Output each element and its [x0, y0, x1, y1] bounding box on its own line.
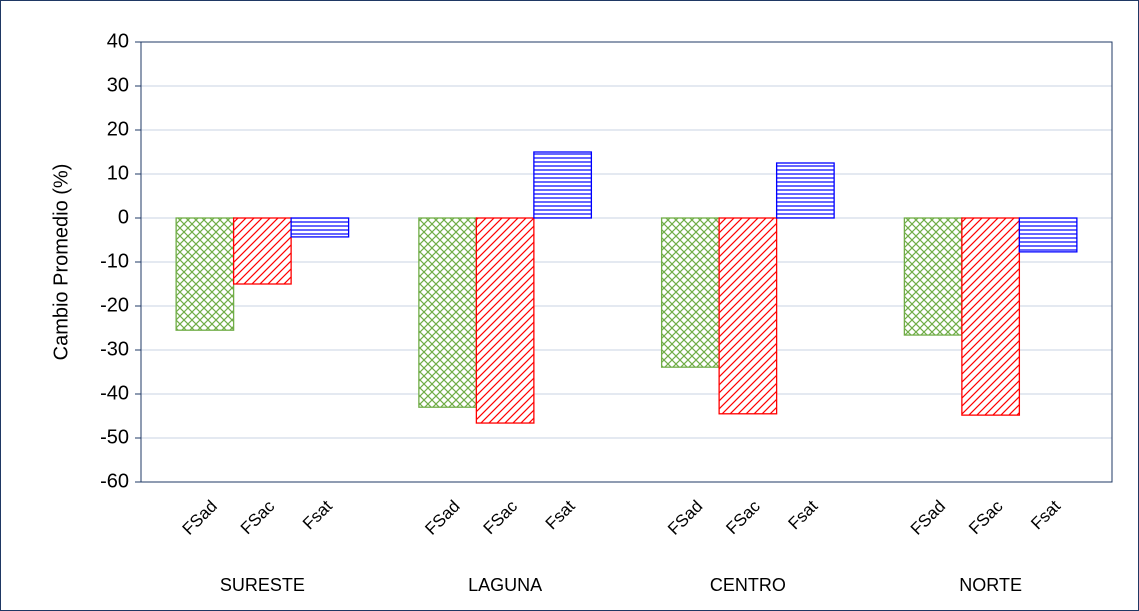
group-label: CENTRO: [710, 575, 786, 595]
y-axis-label: Cambio Promedio (%): [50, 164, 72, 361]
y-tick-label: 10: [107, 162, 129, 184]
bar: [1018, 217, 1078, 253]
bar: [718, 217, 778, 415]
y-tick-label: -10: [100, 250, 129, 272]
bar: [961, 217, 1021, 416]
plot-frame: [140, 41, 1113, 483]
y-tick-label: -50: [100, 426, 129, 448]
y-tick-label: -40: [100, 382, 129, 404]
bar: [475, 217, 535, 424]
group-label: SURESTE: [220, 575, 305, 595]
y-tick-label: -30: [100, 338, 129, 360]
bar: [175, 217, 235, 331]
group-label: LAGUNA: [468, 575, 542, 595]
bar: [903, 217, 963, 336]
bar: [533, 151, 593, 219]
bar: [232, 217, 292, 285]
y-tick-label: -60: [100, 470, 129, 492]
bar: [775, 162, 835, 219]
bar: [660, 217, 720, 368]
y-tick-label: 30: [107, 74, 129, 96]
y-tick-label: 0: [118, 206, 129, 228]
y-tick-label: 40: [107, 30, 129, 52]
group-label: NORTE: [959, 575, 1022, 595]
y-tick-label: 20: [107, 118, 129, 140]
bar: [418, 217, 478, 408]
y-tick-label: -20: [100, 294, 129, 316]
bar: [290, 217, 350, 238]
